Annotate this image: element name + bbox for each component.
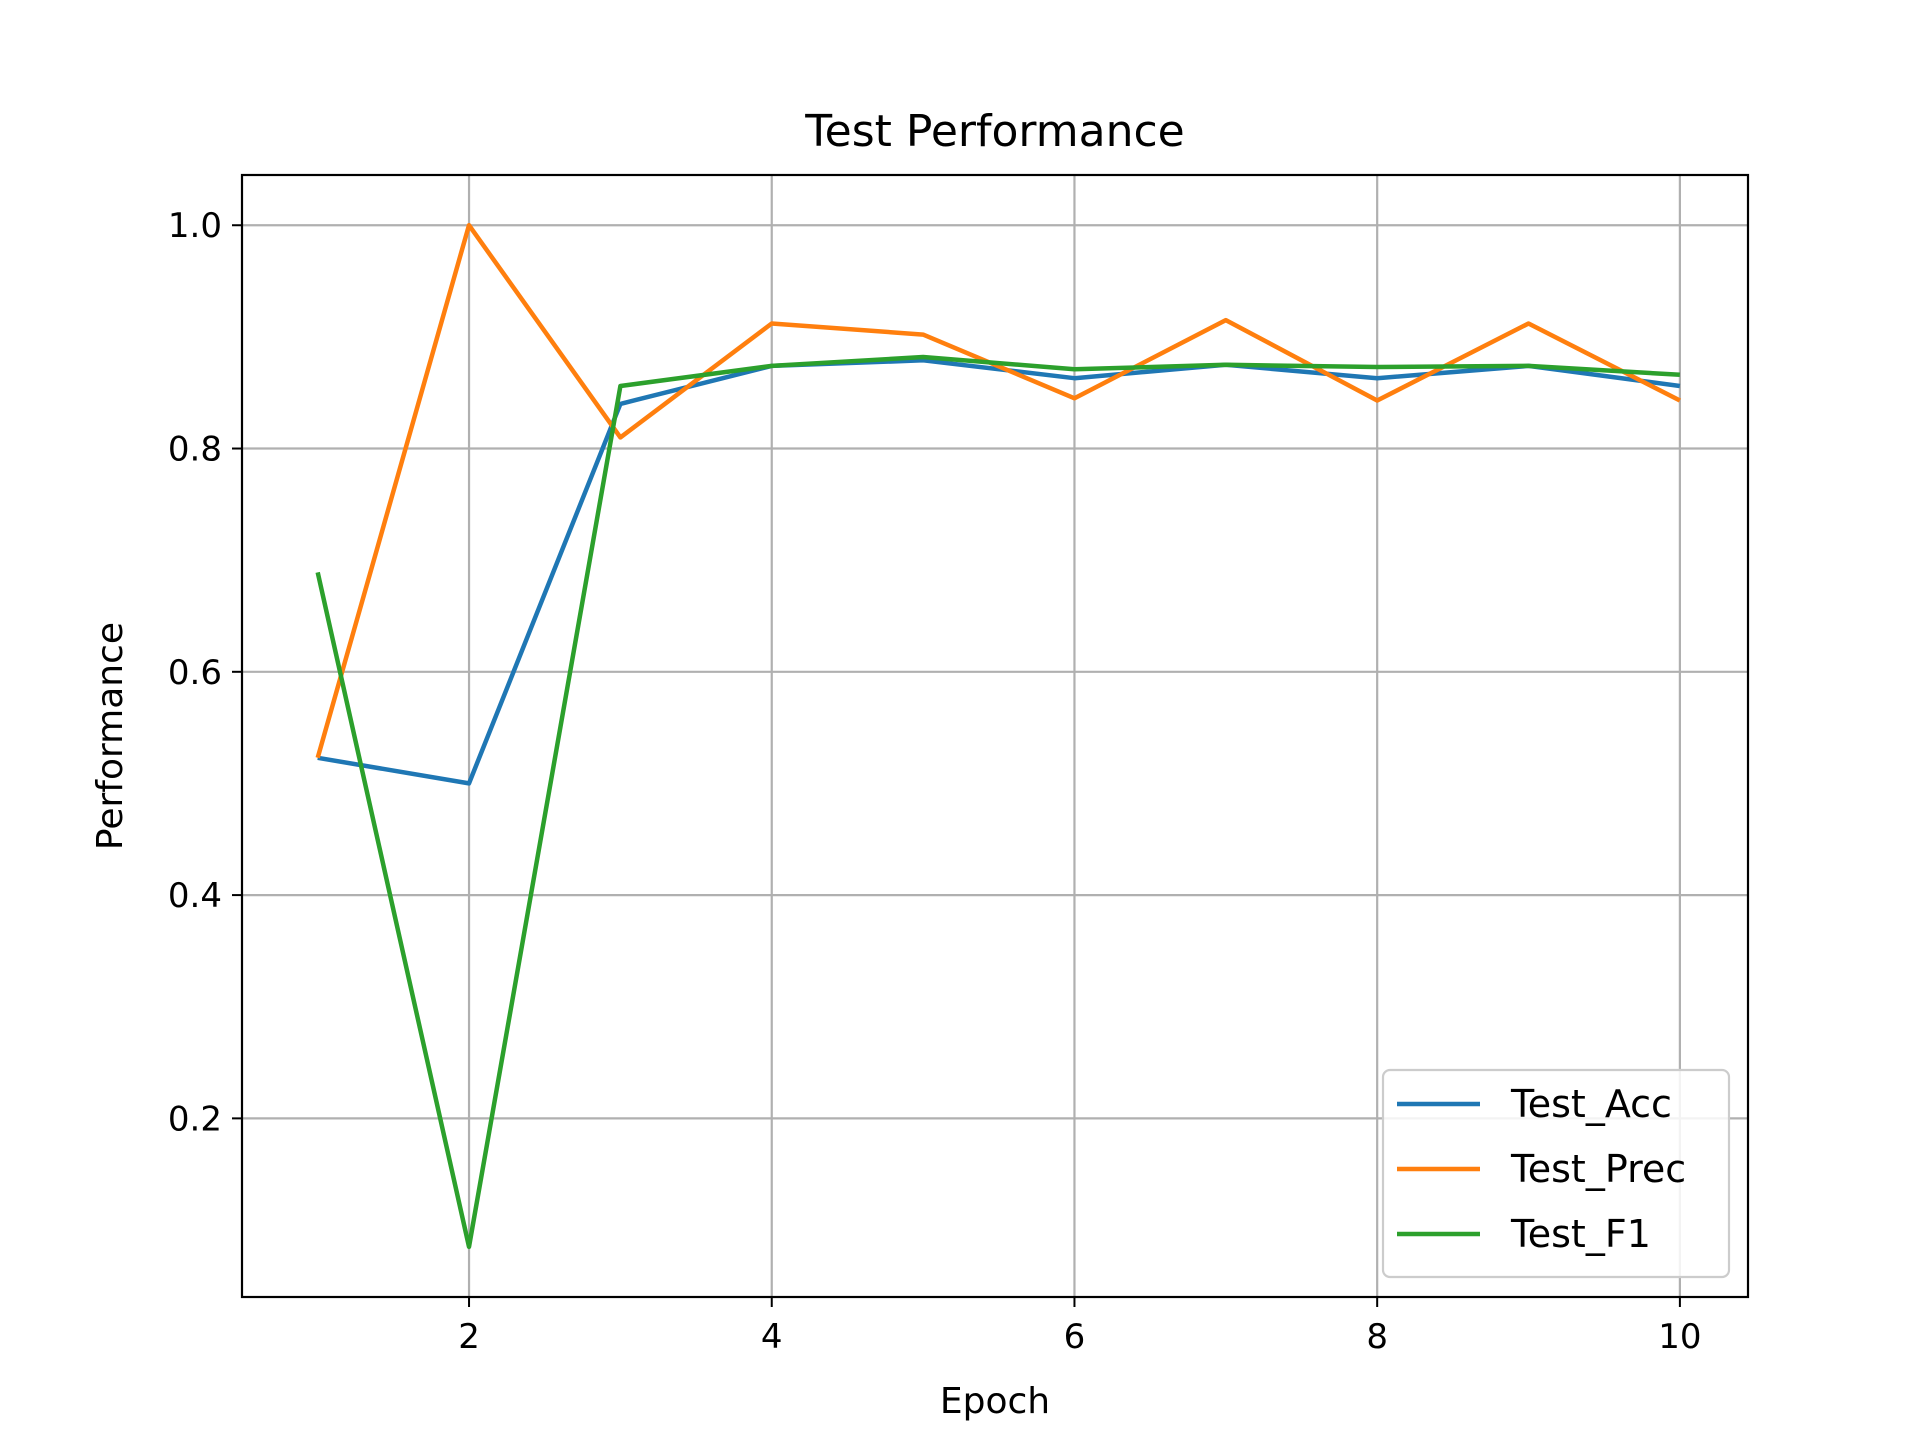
x-tick-label: 10 — [1658, 1317, 1701, 1357]
y-tick-label: 0.6 — [168, 653, 222, 693]
y-tick-label: 0.8 — [168, 430, 222, 470]
legend: Test_Acc Test_Prec Test_F1 — [1381, 1068, 1731, 1279]
series-line-test-acc — [317, 358, 1681, 786]
y-axis-label: Performance — [90, 622, 131, 850]
legend-label: Test_Acc — [1510, 1082, 1672, 1126]
legend-label: Test_F1 — [1510, 1212, 1651, 1256]
series-line-test-f1 — [315, 354, 1681, 1250]
series-line-test-prec — [315, 222, 1681, 759]
x-tick-label: 2 — [458, 1317, 480, 1357]
legend-label: Test_Prec — [1510, 1147, 1686, 1191]
y-tick-label: 1.0 — [168, 206, 222, 246]
chart-title: Test Performance — [804, 106, 1184, 157]
x-axis-label: Epoch — [940, 1381, 1050, 1422]
x-tick-label: 8 — [1366, 1317, 1388, 1357]
y-tick-label: 0.4 — [168, 876, 222, 916]
y-tick-label: 0.2 — [168, 1099, 222, 1139]
grid — [242, 175, 1748, 1297]
legend-box — [1381, 1068, 1731, 1279]
ticks: 2 4 6 8 10 0.2 0.4 0.6 0.8 1.0 — [168, 206, 1702, 1357]
x-tick-label: 4 — [761, 1317, 783, 1357]
series-lines — [315, 222, 1681, 1250]
axes-frame — [240, 173, 1750, 1299]
x-tick-label: 6 — [1064, 1317, 1086, 1357]
